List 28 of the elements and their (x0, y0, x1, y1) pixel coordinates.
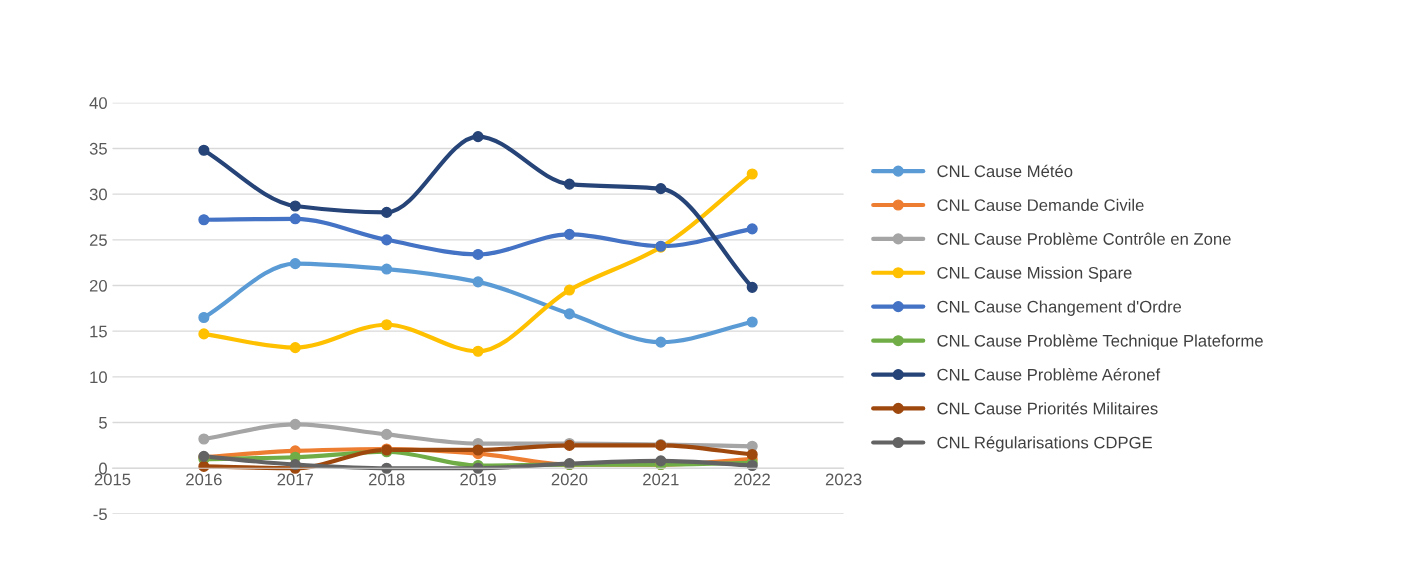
legend-label: CNL Cause Problème Aéronef (937, 368, 1161, 381)
x-tick-label: 2019 (460, 473, 496, 486)
x-tick-label: 2020 (551, 473, 588, 486)
legend-label: CNL Cause Mission Spare (937, 266, 1132, 283)
x-tick-label: 2018 (368, 473, 405, 486)
y-tick-label: -5 (93, 508, 107, 521)
y-tick-label: 15 (90, 325, 107, 338)
legend-label: CNL Cause Météo (937, 164, 1073, 178)
x-tick-label: 2016 (186, 473, 222, 486)
legend-label: CNL Cause Problème Technique Plateforme (937, 334, 1263, 350)
y-tick-label: 40 (89, 97, 107, 109)
y-tick-label: 35 (89, 142, 107, 155)
legend-label: CNL Régularisations CDPGE (937, 436, 1152, 452)
y-tick-label: 5 (99, 417, 107, 429)
legend-label: CNL Cause Priorités Militaires (937, 401, 1158, 415)
y-tick-label: 30 (89, 188, 107, 201)
legend-label: CNL Cause Changement d'Ordre (937, 300, 1182, 316)
legend-label: CNL Cause Problème Contrôle en Zone (937, 232, 1231, 245)
x-tick-label: 2021 (643, 473, 679, 486)
x-tick-label: 2017 (277, 473, 313, 486)
legend-label: CNL Cause Demande Civile (937, 198, 1144, 212)
y-tick-label: 25 (89, 234, 107, 247)
x-tick-label: 2023 (825, 473, 862, 486)
x-tick-label: 2015 (94, 473, 131, 486)
y-tick-label: 10 (90, 371, 107, 384)
y-tick-label: 20 (89, 279, 107, 292)
y-tick-label: 0 (99, 462, 107, 475)
x-tick-label: 2022 (734, 473, 770, 486)
